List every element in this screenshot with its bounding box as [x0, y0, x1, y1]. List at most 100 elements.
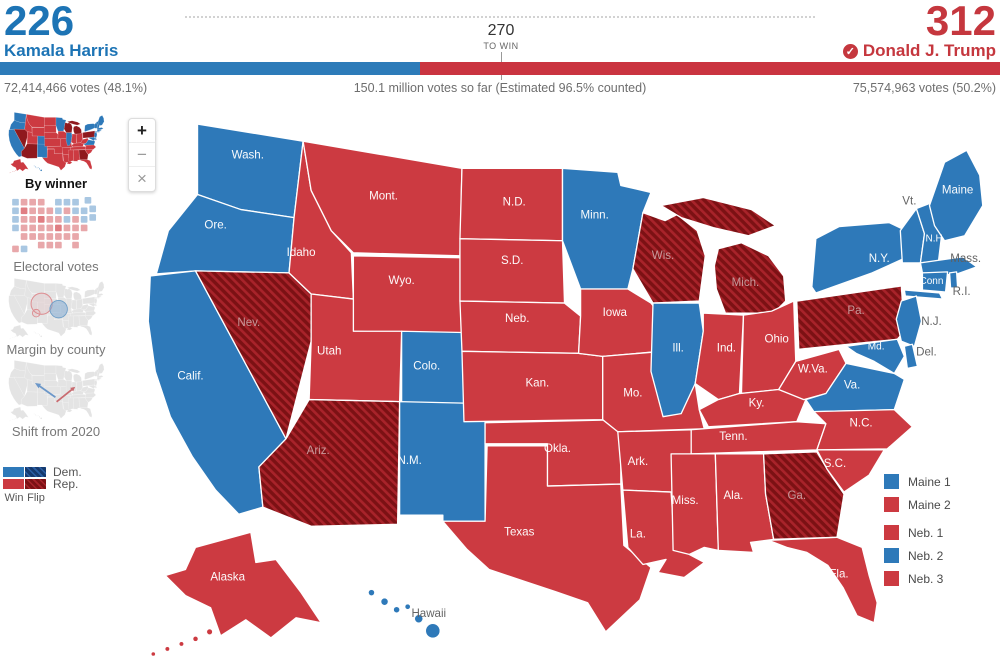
rep-flip-swatch [25, 478, 46, 489]
legend-row-maine-1: Maine 1 [884, 474, 951, 489]
rep-candidate-name-text: Donald J. Trump [862, 41, 996, 60]
state-label-nd: N.D. [503, 197, 526, 209]
state-label-mich: Mich. [732, 277, 760, 289]
state-label-ohio: Ohio [764, 333, 788, 345]
state-label-ga: Ga. [787, 490, 806, 502]
win-flip-legend: Dem. Rep. Win Flip [3, 464, 82, 504]
zoom-out-button[interactable]: − [129, 143, 155, 167]
flip-column-label: Flip [27, 492, 45, 504]
district-legend: Maine 1 Maine 2 Neb. 1 Neb. 2 Neb. 3 [884, 474, 951, 594]
state-label-wis: Wis. [652, 250, 674, 262]
state-label-conn: Conn [919, 276, 943, 287]
state-label-sc: S.C. [824, 458, 846, 470]
map-zoom-controls: + − × [128, 118, 156, 192]
state-label-neb: Neb. [505, 313, 529, 325]
state-label-nj: N.J. [921, 316, 942, 328]
neb-2-swatch [884, 548, 899, 563]
state-label-fla: Fla. [829, 569, 848, 581]
state-label-ala: Ala. [723, 490, 743, 502]
sidebar-item-label: Shift from 2020 [11, 424, 101, 439]
threshold-marker: 270 TO WIN [451, 22, 551, 51]
sidebar-item-electoral-votes[interactable]: Electoral votes [0, 196, 112, 274]
sidebar-item-label: Margin by county [6, 342, 106, 357]
maine-2-swatch [884, 497, 899, 512]
state-label-del: Del. [916, 346, 937, 358]
state-label-miss: Miss. [672, 495, 699, 507]
state-label-okla: Okla. [544, 443, 571, 455]
sidebar-item-by-winner[interactable]: By winner [0, 110, 112, 191]
state-label-ill: Ill. [672, 342, 684, 354]
shift-from-2020-thumbnail [8, 360, 105, 422]
state-label-vt: Vt. [902, 196, 916, 208]
state-labels-layer: Wash. Ore. Calif. Nev. Idaho Mont. Wyo. Utah Col… [177, 149, 981, 619]
state-label-la: La. [630, 528, 646, 540]
state-label-ore: Ore. [204, 220, 226, 232]
state-label-ark: Ark. [628, 456, 649, 468]
state-label-ri: R.I. [953, 286, 971, 298]
state-label-pa: Pa. [847, 305, 864, 317]
rep-legend-label: Rep. [53, 476, 79, 491]
state-label-nm: N.M. [397, 455, 421, 467]
state-label-kan: Kan. [525, 378, 549, 390]
bar-dem [0, 62, 420, 75]
sidebar-item-label: Electoral votes [13, 259, 99, 274]
state-label-wva: W.Va. [798, 363, 828, 375]
threshold-label: TO WIN [483, 41, 519, 51]
by-winner-thumbnail [8, 112, 105, 174]
dem-flip-swatch [25, 466, 46, 477]
sidebar-item-shift-from-2020[interactable]: Shift from 2020 [0, 358, 112, 439]
state-label-alaska: Alaska [210, 572, 245, 584]
state-label-maine: Maine [942, 184, 973, 196]
zoom-reset-button[interactable]: × [137, 169, 147, 188]
state-label-nev: Nev. [237, 317, 260, 329]
us-election-map[interactable]: Wash. Ore. Calif. Nev. Idaho Mont. Wyo. Utah Col… [125, 105, 1000, 659]
state-label-utah: Utah [317, 345, 341, 357]
sidebar-item-label: By winner [24, 176, 88, 191]
state-label-tenn: Tenn. [719, 431, 747, 443]
electoral-votes-thumbnail [12, 196, 97, 253]
state-label-va: Va. [844, 380, 860, 392]
state-label-nh: N.H. [925, 234, 945, 245]
state-label-calif: Calif. [177, 370, 203, 382]
dem-popular-votes: 72,414,466 votes (48.1%) [4, 81, 148, 95]
threshold-dotted-rule [185, 16, 815, 18]
legend-row-neb-1: Neb. 1 [884, 525, 951, 540]
state-label-hawaii: Hawaii [411, 608, 446, 620]
dem-win-swatch [3, 466, 24, 477]
rep-electoral-count: 312 [925, 0, 996, 44]
state-label-md: Md. [868, 341, 885, 352]
state-label-ky: Ky. [749, 398, 765, 410]
state-label-ny: N.Y. [869, 253, 890, 265]
state-label-wyo: Wyo. [389, 275, 415, 287]
state-label-idaho: Idaho [287, 247, 316, 259]
legend-row-maine-2: Maine 2 [884, 497, 951, 512]
state-label-texas: Texas [504, 526, 534, 538]
state-label-nc: N.C. [850, 418, 873, 430]
zoom-in-button[interactable]: + [129, 119, 155, 143]
state-label-ariz: Ariz. [307, 445, 330, 457]
maine-1-swatch [884, 474, 899, 489]
neb-3-swatch [884, 571, 899, 586]
margin-by-county-thumbnail [8, 278, 105, 340]
dem-electoral-count: 226 [4, 0, 75, 44]
sidebar-item-margin-by-county[interactable]: Margin by county [0, 276, 112, 357]
state-label-iowa: Iowa [603, 307, 628, 319]
state-label-minn: Minn. [581, 210, 609, 222]
threshold-value: 270 [487, 22, 515, 39]
rep-candidate-name: ✓ Donald J. Trump [842, 41, 996, 61]
win-column-label: Win [4, 492, 24, 504]
dem-legend-label: Dem. [53, 464, 82, 479]
neb-1-swatch [884, 525, 899, 540]
rep-popular-votes: 75,574,963 votes (50.2%) [852, 81, 996, 95]
state-label-mo: Mo. [623, 388, 642, 400]
total-votes-status: 150.1 million votes so far (Estimated 96… [353, 81, 647, 95]
legend-row-neb-3: Neb. 3 [884, 571, 951, 586]
rep-win-swatch [3, 478, 24, 489]
state-label-sd: S.D. [501, 255, 523, 267]
electoral-vote-bar [0, 62, 1000, 75]
state-label-mass: Mass. [950, 253, 981, 265]
state-label-ind: Ind. [717, 342, 736, 354]
dem-candidate-name: Kamala Harris [4, 41, 119, 60]
state-label-wash: Wash. [232, 149, 264, 161]
